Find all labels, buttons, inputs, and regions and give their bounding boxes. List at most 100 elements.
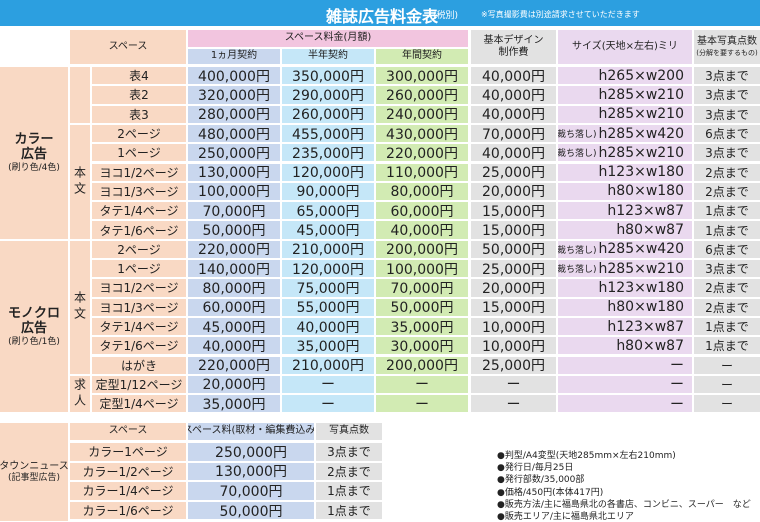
row-photos: 1点まで [694,202,760,220]
row-space: 表4 [92,67,186,85]
row-fee-6m: 260,000円 [282,105,374,123]
row-size: h285×w210 [558,105,692,123]
section-town-news: タウンニュース (記事型広告) [0,423,68,521]
bleed-label: (裁ち落し) [558,245,597,256]
size-value: h123×w87 [607,202,684,219]
row-size: h123×w180 [558,279,692,297]
row-photos: 6点まで [694,124,760,143]
row-space: 表3 [92,105,186,123]
photos-header-sub: (分解を要するもの) [696,48,758,57]
row-fee-6m: 55,000円 [282,298,374,316]
row-fee-12m: 80,000円 [376,182,468,201]
row-design-fee: ー [471,375,556,394]
size-value: h123×w87 [607,318,684,335]
header-photos: 基本写真点数 (分解を要するもの) [694,30,760,64]
row-size: h80×w180 [558,298,692,316]
row-size: h265×w200 [558,67,692,85]
row-space: ヨコ1/3ページ [92,182,186,201]
row-space: 表2 [92,86,186,104]
row-fee-1m: 80,000円 [188,279,280,297]
row-design-fee: 25,000円 [471,163,556,181]
header-fee-6m: 半年契約 [282,49,374,64]
row-fee-6m: 75,000円 [282,279,374,297]
town-row-space: カラー1/4ページ [70,482,186,500]
row-design-fee: 40,000円 [471,144,556,162]
size-value: h123×w180 [598,279,685,296]
header-fee-1m: 1ヵ月契約 [188,49,280,64]
size-value: h285×w210 [598,144,685,161]
row-fee-6m: 210,000円 [282,356,374,374]
size-value: h265×w200 [598,67,685,84]
page-title: 雑誌広告料金表 [326,7,439,26]
row-size: (裁ち落し)h285×w420 [558,240,692,258]
row-fee-1m: 140,000円 [188,260,280,278]
row-fee-6m: 35,000円 [282,337,374,355]
row-size: ー [558,356,692,374]
row-design-fee: 20,000円 [471,279,556,297]
row-photos: ー [694,356,760,374]
row-design-fee: 15,000円 [471,298,556,316]
tax-label: (税別) [433,11,459,21]
row-fee-12m: 110,000円 [376,163,468,181]
town-row-photos: 2点まで [316,462,382,481]
town-header-fee: スペース料(取材・編集費込み) [188,423,314,440]
row-fee-1m: 480,000円 [188,124,280,143]
size-value: ー [670,358,684,374]
row-size: (裁ち落し)h285×w420 [558,124,692,143]
row-size: h80×w87 [558,221,692,239]
info-note: ●販売エリア/主に福島県北エリア [497,512,634,522]
row-fee-12m: 30,000円 [376,337,468,355]
town-header-space: スペース [70,423,186,440]
row-design-fee: 70,000円 [471,124,556,143]
row-fee-1m: 45,000円 [188,317,280,336]
row-size: h80×w87 [558,337,692,355]
row-space: 1ページ [92,144,186,162]
row-space: タテ1/4ページ [92,202,186,220]
size-value: h80×w87 [616,337,684,354]
cat-title: カラー [14,131,54,147]
row-design-fee: 15,000円 [471,221,556,239]
row-fee-12m: ー [376,395,468,413]
row-fee-1m: 50,000円 [188,221,280,239]
row-size: (裁ち落し)h285×w210 [558,144,692,162]
info-note: ●価格/450円(本体417円) [497,487,604,498]
label-blank-top [70,67,90,123]
bleed-label: (裁ち落し) [558,149,597,160]
size-value: h285×w210 [598,106,685,123]
row-photos: ー [694,375,760,394]
row-photos: 3点まで [694,144,760,162]
town-row-fee: 70,000円 [188,482,314,500]
row-fee-1m: 280,000円 [188,105,280,123]
row-design-fee: 40,000円 [471,105,556,123]
row-photos: 3点まで [694,67,760,85]
row-fee-6m: 120,000円 [282,163,374,181]
row-space: 定型1/4ページ [92,395,186,413]
row-photos: ー [694,395,760,413]
header-design-fee: 基本デザイン 制作費 [471,30,556,64]
row-fee-1m: 220,000円 [188,356,280,374]
row-fee-12m: 200,000円 [376,240,468,258]
row-fee-6m: 90,000円 [282,182,374,201]
town-row-photos: 3点まで [316,443,382,461]
row-size: ー [558,375,692,394]
row-size: (裁ち落し)h285×w210 [558,260,692,278]
row-photos: 2点まで [694,298,760,316]
cat-sub: (刷り色/1色) [8,336,60,347]
row-fee-12m: 200,000円 [376,356,468,374]
row-fee-12m: 60,000円 [376,202,468,220]
info-note: ●発行日/毎月25日 [497,463,574,474]
photo-fee-note: ※写真撮影費は別途請求させていただきます [481,10,640,19]
row-fee-12m: ー [376,375,468,394]
row-fee-1m: 220,000円 [188,240,280,258]
row-fee-6m: ー [282,395,374,413]
row-fee-1m: 70,000円 [188,202,280,220]
header-size: サイズ(天地×左右)ミリ [558,30,692,64]
row-design-fee: ー [471,395,556,413]
row-fee-6m: 40,000円 [282,317,374,336]
size-value: h285×w210 [598,86,685,103]
photos-header-label: 基本写真点数 [697,36,757,48]
row-size: h123×w87 [558,202,692,220]
size-value: h80×w180 [607,183,684,200]
row-fee-1m: 20,000円 [188,375,280,394]
row-fee-6m: 45,000円 [282,221,374,239]
